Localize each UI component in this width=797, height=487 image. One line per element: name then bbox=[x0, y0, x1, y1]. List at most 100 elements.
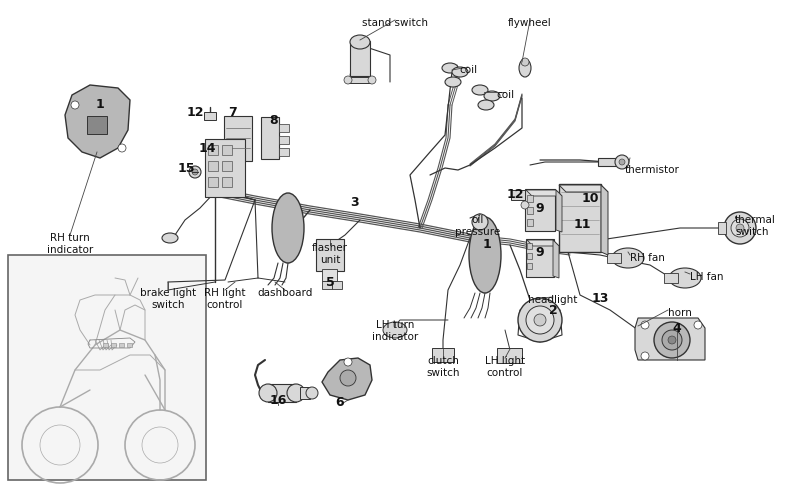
Bar bbox=[528, 243, 532, 249]
Bar bbox=[528, 263, 532, 269]
Circle shape bbox=[472, 214, 488, 230]
Text: 16: 16 bbox=[269, 393, 287, 407]
Bar bbox=[208, 177, 218, 187]
Bar bbox=[222, 145, 232, 155]
Text: 3: 3 bbox=[351, 196, 359, 209]
Text: 2: 2 bbox=[548, 303, 557, 317]
Ellipse shape bbox=[472, 85, 488, 95]
Text: RH turn: RH turn bbox=[50, 233, 90, 243]
Polygon shape bbox=[322, 358, 372, 400]
Ellipse shape bbox=[612, 248, 644, 268]
Text: 1: 1 bbox=[483, 239, 492, 251]
Bar bbox=[322, 281, 332, 289]
Bar bbox=[103, 343, 108, 347]
Bar bbox=[432, 348, 454, 362]
Text: oil: oil bbox=[472, 215, 485, 225]
Circle shape bbox=[736, 224, 744, 232]
Text: 12: 12 bbox=[186, 107, 204, 119]
Circle shape bbox=[654, 322, 690, 358]
Circle shape bbox=[118, 144, 126, 152]
Ellipse shape bbox=[478, 100, 494, 110]
Bar bbox=[332, 281, 342, 289]
Bar bbox=[205, 139, 245, 197]
Bar bbox=[300, 387, 310, 399]
Bar bbox=[607, 253, 621, 263]
Bar bbox=[222, 177, 232, 187]
Circle shape bbox=[526, 306, 554, 334]
Ellipse shape bbox=[519, 59, 531, 77]
Bar bbox=[525, 189, 555, 231]
Circle shape bbox=[731, 219, 749, 237]
Bar bbox=[8, 255, 206, 480]
Bar bbox=[119, 343, 124, 347]
Bar bbox=[204, 112, 216, 120]
Bar bbox=[111, 343, 116, 347]
Text: coil: coil bbox=[496, 90, 514, 100]
Bar bbox=[511, 190, 525, 200]
Text: dashboard: dashboard bbox=[257, 288, 312, 298]
Text: 9: 9 bbox=[536, 202, 544, 214]
Circle shape bbox=[344, 358, 352, 366]
Bar bbox=[527, 206, 533, 213]
Text: LH turn: LH turn bbox=[376, 320, 414, 330]
Text: LH light: LH light bbox=[485, 356, 525, 366]
Text: flasher: flasher bbox=[312, 243, 348, 253]
Ellipse shape bbox=[442, 63, 458, 73]
Text: switch: switch bbox=[735, 227, 768, 237]
Text: headlight: headlight bbox=[528, 295, 578, 305]
Bar bbox=[279, 124, 289, 132]
Circle shape bbox=[71, 101, 79, 109]
Text: thermistor: thermistor bbox=[625, 165, 680, 175]
Polygon shape bbox=[556, 190, 562, 232]
Bar bbox=[347, 77, 372, 83]
Bar bbox=[323, 269, 337, 281]
Bar bbox=[718, 222, 726, 234]
Text: 15: 15 bbox=[177, 162, 194, 174]
Bar bbox=[350, 40, 370, 75]
Bar bbox=[279, 148, 289, 156]
Text: stand switch: stand switch bbox=[362, 18, 428, 28]
Text: 7: 7 bbox=[229, 107, 238, 119]
Circle shape bbox=[518, 298, 562, 342]
Circle shape bbox=[619, 159, 625, 165]
Circle shape bbox=[368, 76, 376, 84]
Circle shape bbox=[534, 314, 546, 326]
Text: LH fan: LH fan bbox=[690, 272, 724, 282]
Text: 12: 12 bbox=[506, 188, 524, 202]
Ellipse shape bbox=[445, 77, 461, 87]
Circle shape bbox=[521, 58, 529, 66]
Text: clutch: clutch bbox=[427, 356, 459, 366]
Polygon shape bbox=[553, 240, 559, 278]
Bar bbox=[224, 115, 252, 161]
Circle shape bbox=[192, 169, 198, 175]
Text: thermal: thermal bbox=[735, 215, 775, 225]
Bar bbox=[316, 239, 344, 271]
Circle shape bbox=[641, 321, 649, 329]
Bar bbox=[279, 136, 289, 144]
Bar bbox=[222, 161, 232, 171]
Circle shape bbox=[189, 166, 201, 178]
Circle shape bbox=[641, 352, 649, 360]
Ellipse shape bbox=[259, 384, 277, 402]
Bar bbox=[268, 384, 296, 402]
Text: 9: 9 bbox=[536, 245, 544, 259]
Text: 8: 8 bbox=[269, 114, 278, 128]
Ellipse shape bbox=[469, 217, 501, 293]
Text: pressure: pressure bbox=[455, 227, 501, 237]
Bar bbox=[127, 343, 132, 347]
Ellipse shape bbox=[669, 268, 701, 288]
Polygon shape bbox=[65, 85, 130, 158]
Text: 1: 1 bbox=[96, 98, 104, 112]
Text: control: control bbox=[487, 368, 523, 378]
Bar bbox=[598, 158, 616, 166]
Text: indicator: indicator bbox=[47, 245, 93, 255]
Polygon shape bbox=[635, 318, 705, 360]
Text: 5: 5 bbox=[326, 276, 335, 288]
Text: unit: unit bbox=[320, 255, 340, 265]
Polygon shape bbox=[527, 240, 559, 246]
Circle shape bbox=[615, 155, 629, 169]
Text: 14: 14 bbox=[198, 142, 216, 154]
Bar bbox=[527, 219, 533, 225]
Text: 13: 13 bbox=[591, 292, 609, 304]
Bar bbox=[208, 161, 218, 171]
